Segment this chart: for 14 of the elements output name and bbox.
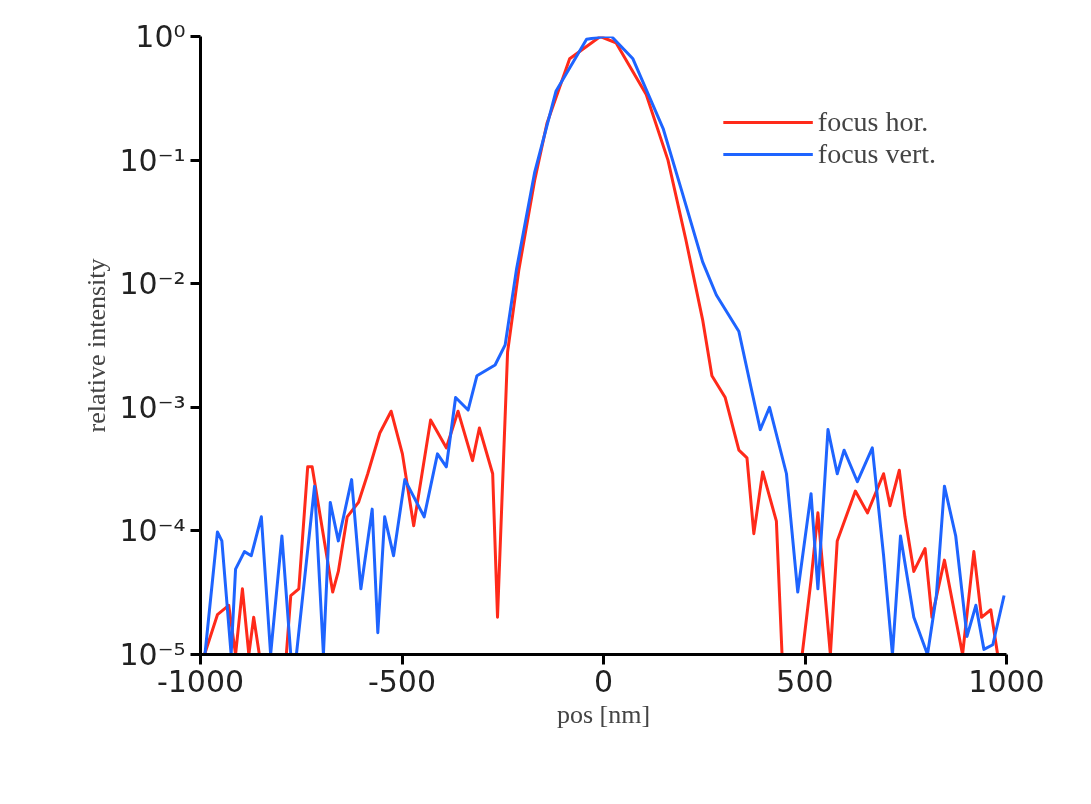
- y-tick-label: 10⁻²: [119, 266, 186, 302]
- y-tick-label: 10⁻⁴: [119, 513, 186, 549]
- x-tick-label: -1000: [156, 663, 245, 699]
- legend-label: focus hor.: [817, 106, 929, 138]
- legend-label: focus vert.: [817, 138, 936, 170]
- x-tick-label: 1000: [968, 663, 1045, 699]
- x-tick-label: -500: [367, 663, 437, 699]
- y-axis-title: relative intensity: [82, 258, 112, 433]
- y-tick-label: 10⁰: [135, 19, 186, 54]
- x-axis-title: pos [nm]: [556, 699, 651, 729]
- y-tick-label: 10⁻¹: [119, 142, 186, 178]
- y-tick-label: 10⁻³: [119, 389, 186, 425]
- x-tick-label: 0: [593, 663, 614, 699]
- x-tick-label: 500: [776, 663, 834, 699]
